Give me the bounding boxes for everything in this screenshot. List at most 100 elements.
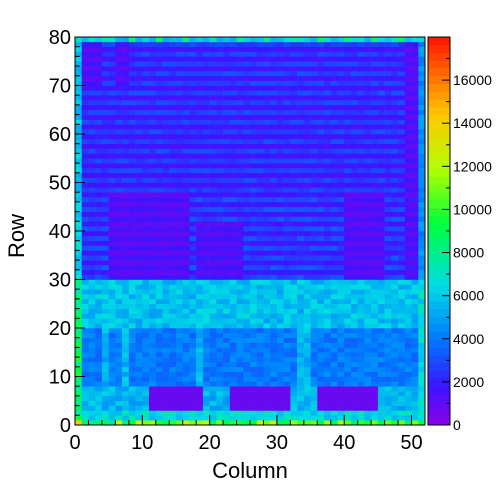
color-scale-segment — [428, 168, 450, 178]
heatmap-cell — [202, 206, 210, 212]
heatmap-cell — [384, 347, 392, 353]
heatmap-cell — [142, 172, 150, 178]
heatmap-cell — [202, 420, 210, 426]
heatmap-cell — [122, 167, 130, 174]
heatmap-cell — [404, 298, 412, 305]
heatmap-cell — [88, 332, 96, 338]
heatmap-cell — [337, 415, 345, 421]
heatmap-cell — [310, 420, 318, 426]
heatmap-cell — [290, 226, 298, 232]
heatmap-cell — [202, 245, 210, 251]
heatmap-cell — [162, 37, 170, 43]
heatmap-cell — [371, 216, 379, 222]
heatmap-cell — [202, 187, 210, 193]
heatmap-cell — [350, 85, 358, 91]
heatmap-cell — [223, 167, 231, 174]
heatmap-cell — [142, 66, 150, 72]
heatmap-cell — [290, 37, 298, 43]
heatmap-cell — [169, 347, 177, 353]
heatmap-cell — [350, 114, 358, 120]
heatmap-cell — [276, 206, 284, 212]
heatmap-cell — [135, 240, 143, 246]
heatmap-cell — [88, 201, 96, 208]
heatmap-cell — [297, 177, 305, 183]
heatmap-cell — [128, 264, 136, 271]
heatmap-cell — [411, 61, 419, 67]
heatmap-cell — [175, 274, 183, 280]
heatmap-cell — [216, 361, 224, 368]
heatmap-cell — [250, 167, 258, 174]
heatmap-cell — [75, 109, 83, 115]
heatmap-cell — [391, 51, 399, 57]
heatmap-cell — [350, 410, 358, 416]
heatmap-cell — [283, 264, 291, 271]
heatmap-cell — [350, 318, 358, 324]
heatmap-cell — [270, 323, 278, 329]
heatmap-cell — [142, 46, 150, 52]
heatmap-cell — [209, 85, 217, 91]
heatmap-cell — [236, 260, 244, 266]
heatmap-cell — [88, 323, 96, 329]
heatmap-cell — [337, 391, 345, 397]
heatmap-cell — [344, 167, 352, 174]
heatmap-cell — [256, 109, 264, 115]
heatmap-cell — [330, 90, 338, 96]
heatmap-cell — [216, 70, 224, 77]
heatmap-cell — [175, 386, 183, 392]
heatmap-cell — [276, 187, 284, 193]
heatmap-cell — [162, 187, 170, 193]
heatmap-cell — [371, 221, 379, 227]
heatmap-cell — [263, 318, 271, 324]
heatmap-cell — [310, 274, 318, 280]
heatmap-cell — [418, 328, 426, 334]
heatmap-cell — [142, 85, 150, 91]
heatmap-cell — [196, 420, 204, 426]
heatmap-cell — [75, 85, 83, 91]
heatmap-cell — [398, 240, 406, 246]
heatmap-cell — [75, 274, 83, 280]
heatmap-cell — [81, 264, 89, 271]
heatmap-cell — [223, 129, 231, 135]
heatmap-cell — [303, 192, 311, 198]
heatmap-cell — [330, 298, 338, 305]
heatmap-cell — [324, 177, 332, 183]
heatmap-cell — [236, 303, 244, 309]
heatmap-cell — [330, 41, 338, 47]
heatmap-cell — [88, 328, 96, 334]
heatmap-cell — [243, 366, 251, 372]
heatmap-cell — [270, 231, 278, 237]
heatmap-cell — [350, 260, 358, 266]
heatmap-cell — [216, 114, 224, 120]
heatmap-cell — [95, 313, 103, 319]
heatmap-cell — [189, 37, 197, 43]
heatmap-cell — [88, 391, 96, 397]
heatmap-cell — [350, 129, 358, 135]
heatmap-cell — [263, 284, 271, 290]
heatmap-cell — [418, 313, 426, 319]
heatmap-cell — [115, 70, 123, 77]
heatmap-cell — [310, 177, 318, 183]
heatmap-cell — [175, 303, 183, 309]
heatmap-cell — [276, 66, 284, 72]
heatmap-cell — [297, 245, 305, 251]
heatmap-cell — [122, 61, 130, 67]
heatmap-cell — [344, 337, 352, 343]
heatmap-cell — [371, 104, 379, 111]
heatmap-cell — [263, 104, 271, 111]
heatmap-cell — [149, 172, 157, 178]
heatmap-cell — [324, 37, 332, 43]
heatmap-cell — [101, 298, 109, 305]
heatmap-cell — [276, 37, 284, 43]
heatmap-cell — [75, 410, 83, 416]
heatmap-cell — [297, 221, 305, 227]
heatmap-cell — [216, 119, 224, 125]
heatmap-cell — [108, 347, 116, 353]
heatmap-cell — [283, 231, 291, 237]
heatmap-cell — [283, 313, 291, 319]
heatmap-cell — [283, 70, 291, 77]
heatmap-cell — [391, 313, 399, 319]
heatmap-cell — [364, 119, 372, 125]
heatmap-cell — [391, 371, 399, 377]
heatmap-cell — [297, 66, 305, 72]
